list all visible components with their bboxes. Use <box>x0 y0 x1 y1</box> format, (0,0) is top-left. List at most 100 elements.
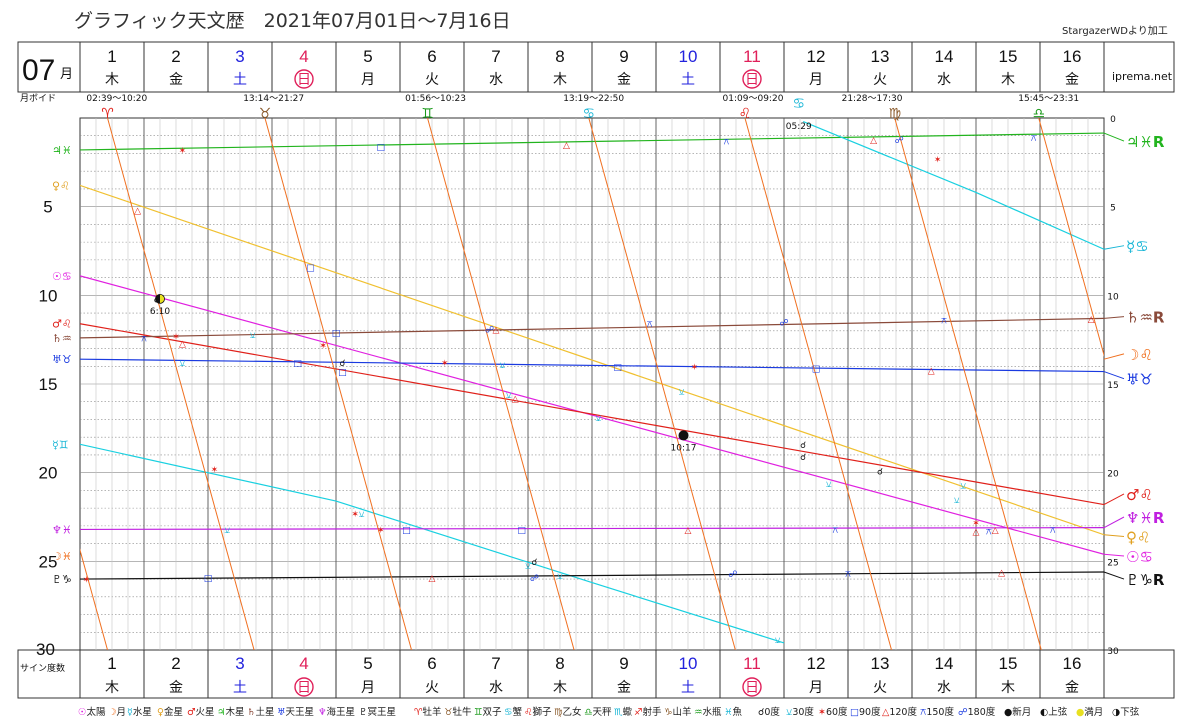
day-weekday-14: 水 <box>937 72 951 88</box>
month-box <box>17 41 81 93</box>
aspect-mark: ⚺ <box>506 391 512 401</box>
legend-item: ♋蟹 <box>504 704 522 718</box>
legend-item: ♀金星 <box>157 704 183 718</box>
aspect-mark: ✶ <box>179 146 187 156</box>
aspect-mark: △ <box>563 141 570 151</box>
legend-item: ♊双子 <box>474 704 502 718</box>
moon-path <box>744 118 893 650</box>
aspect-mark: △ <box>998 568 1005 578</box>
series-leader-line <box>1103 571 1125 580</box>
legend-item: ♑山羊 <box>664 704 692 718</box>
legend-item: ♃木星 <box>217 704 245 718</box>
day-weekday-3: 土 <box>233 680 247 696</box>
aspect-mark: ☍ <box>728 570 737 580</box>
sign-change-glyph: ♉ <box>259 106 272 122</box>
series-left-label: ♇♑ <box>52 573 72 586</box>
legend-item: ●満月 <box>1076 704 1103 718</box>
series-layer: ✶□△⚻△☍✶⚻△□☌⚻✶△⚺□✶☍△⚻☍⚻△⚺□☌□✶⚺□✶□△⚺△⚺⚺✶☌☌… <box>80 118 1104 650</box>
aspect-mark: ⚺ <box>250 331 256 341</box>
sign-change-glyph: ♌ <box>739 106 752 122</box>
day-number-14: 14 <box>935 654 954 673</box>
legend-text: 60度 <box>825 707 848 718</box>
new-moon-marker <box>678 430 689 441</box>
aspect-mark: ⚺ <box>595 414 601 424</box>
legend-item: □90度 <box>850 704 881 718</box>
series-line <box>80 317 1104 339</box>
day-number-12: 12 <box>807 47 826 66</box>
sign-change-glyph: ♊ <box>421 106 434 122</box>
y-unit-label: サイン度数 <box>20 662 65 674</box>
day-number-9: 9 <box>619 654 628 673</box>
aspect-mark: △ <box>870 136 877 146</box>
legend-text: 蟹 <box>512 707 523 718</box>
moon-path <box>264 118 413 650</box>
day-weekday-14: 水 <box>937 680 951 696</box>
y-tick-left: 20 <box>39 464 58 483</box>
y-tick-30-left: 30 <box>36 640 55 659</box>
day-number-6: 6 <box>427 47 436 66</box>
day-weekday-4: 日 <box>297 72 311 88</box>
day-number-13: 13 <box>871 654 890 673</box>
day-weekday-16: 金 <box>1065 680 1079 696</box>
aspect-mark: ⚻ <box>832 526 838 536</box>
moon-void-label: 月ボイド <box>20 93 56 104</box>
legend-item: ◑下弦 <box>1112 704 1139 718</box>
series-left-label: ♆♓ <box>52 523 72 536</box>
aspect-mark: □ <box>402 526 411 536</box>
void-period: 01:56～10:23 <box>405 94 466 104</box>
series-right-label: ♃♓R <box>1126 133 1165 151</box>
sign-change-glyph: ♎ <box>1032 106 1045 122</box>
aspect-mark: □ <box>377 143 386 153</box>
legend-text: 天秤 <box>592 707 612 718</box>
day-number-16: 16 <box>1063 654 1082 673</box>
sign-change-time: 05:29 <box>786 122 812 132</box>
aspect-mark: ✶ <box>691 363 699 373</box>
day-weekday-10: 土 <box>681 72 695 88</box>
credit-label: StargazerWDより加工 <box>1062 26 1168 37</box>
day-number-1: 1 <box>107 654 116 673</box>
legend-glyph: ♈ <box>414 707 423 718</box>
series-right-label: ☽♌ <box>1126 346 1153 364</box>
aspect-mark: ✶ <box>172 333 180 343</box>
moon-path <box>1038 118 1104 357</box>
legend-glyph: ♆ <box>318 707 327 718</box>
day-weekday-16: 金 <box>1065 72 1079 88</box>
aspect-mark: □ <box>306 263 315 273</box>
day-number-11: 11 <box>743 654 761 673</box>
series-leader-line <box>1103 245 1125 250</box>
day-number-9: 9 <box>619 47 628 66</box>
legend-item: ♇冥王星 <box>359 704 396 718</box>
aspect-mark: ✶ <box>83 576 91 586</box>
aspect-mark: ⚺ <box>960 482 966 492</box>
legend-item: ♍乙女 <box>554 704 582 718</box>
legend-glyph: ● <box>1076 707 1085 718</box>
aspect-mark: ✶ <box>377 526 385 536</box>
legend-text: 月 <box>116 707 127 718</box>
legend-item: ☉太陽 <box>78 704 106 718</box>
day-weekday-13: 火 <box>873 680 887 696</box>
legend-text: 金星 <box>163 707 183 718</box>
legend-glyph: ♌ <box>524 707 533 718</box>
series-left-label: ♀♌ <box>52 179 70 192</box>
series-line <box>80 323 1104 506</box>
series-leader-line <box>1103 516 1125 529</box>
series-leader-line <box>1103 316 1125 319</box>
aspect-mark: ✶ <box>972 519 980 529</box>
legend-text: 天王星 <box>285 707 315 718</box>
legend-text: 山羊 <box>672 707 692 718</box>
aspect-mark: ☌ <box>531 558 537 568</box>
legend-glyph: ◑ <box>1112 707 1121 718</box>
sunday-circle <box>294 69 314 89</box>
legend-glyph: ♄ <box>247 707 256 718</box>
legend-item: ☿水星 <box>127 704 152 718</box>
y-tick-right: 10 <box>1107 292 1119 302</box>
moon-path <box>427 118 575 650</box>
y-tick-right: 15 <box>1107 381 1118 391</box>
month-number: 07 <box>22 54 55 87</box>
moon-phase-time: 10:17 <box>671 443 697 453</box>
series-leader-line <box>1103 132 1125 142</box>
series-left-label: ♂♌ <box>52 318 72 331</box>
legend-text: 上弦 <box>1048 707 1068 718</box>
day-weekday-15: 木 <box>1001 72 1015 88</box>
legend-glyph: ♍ <box>554 707 563 718</box>
